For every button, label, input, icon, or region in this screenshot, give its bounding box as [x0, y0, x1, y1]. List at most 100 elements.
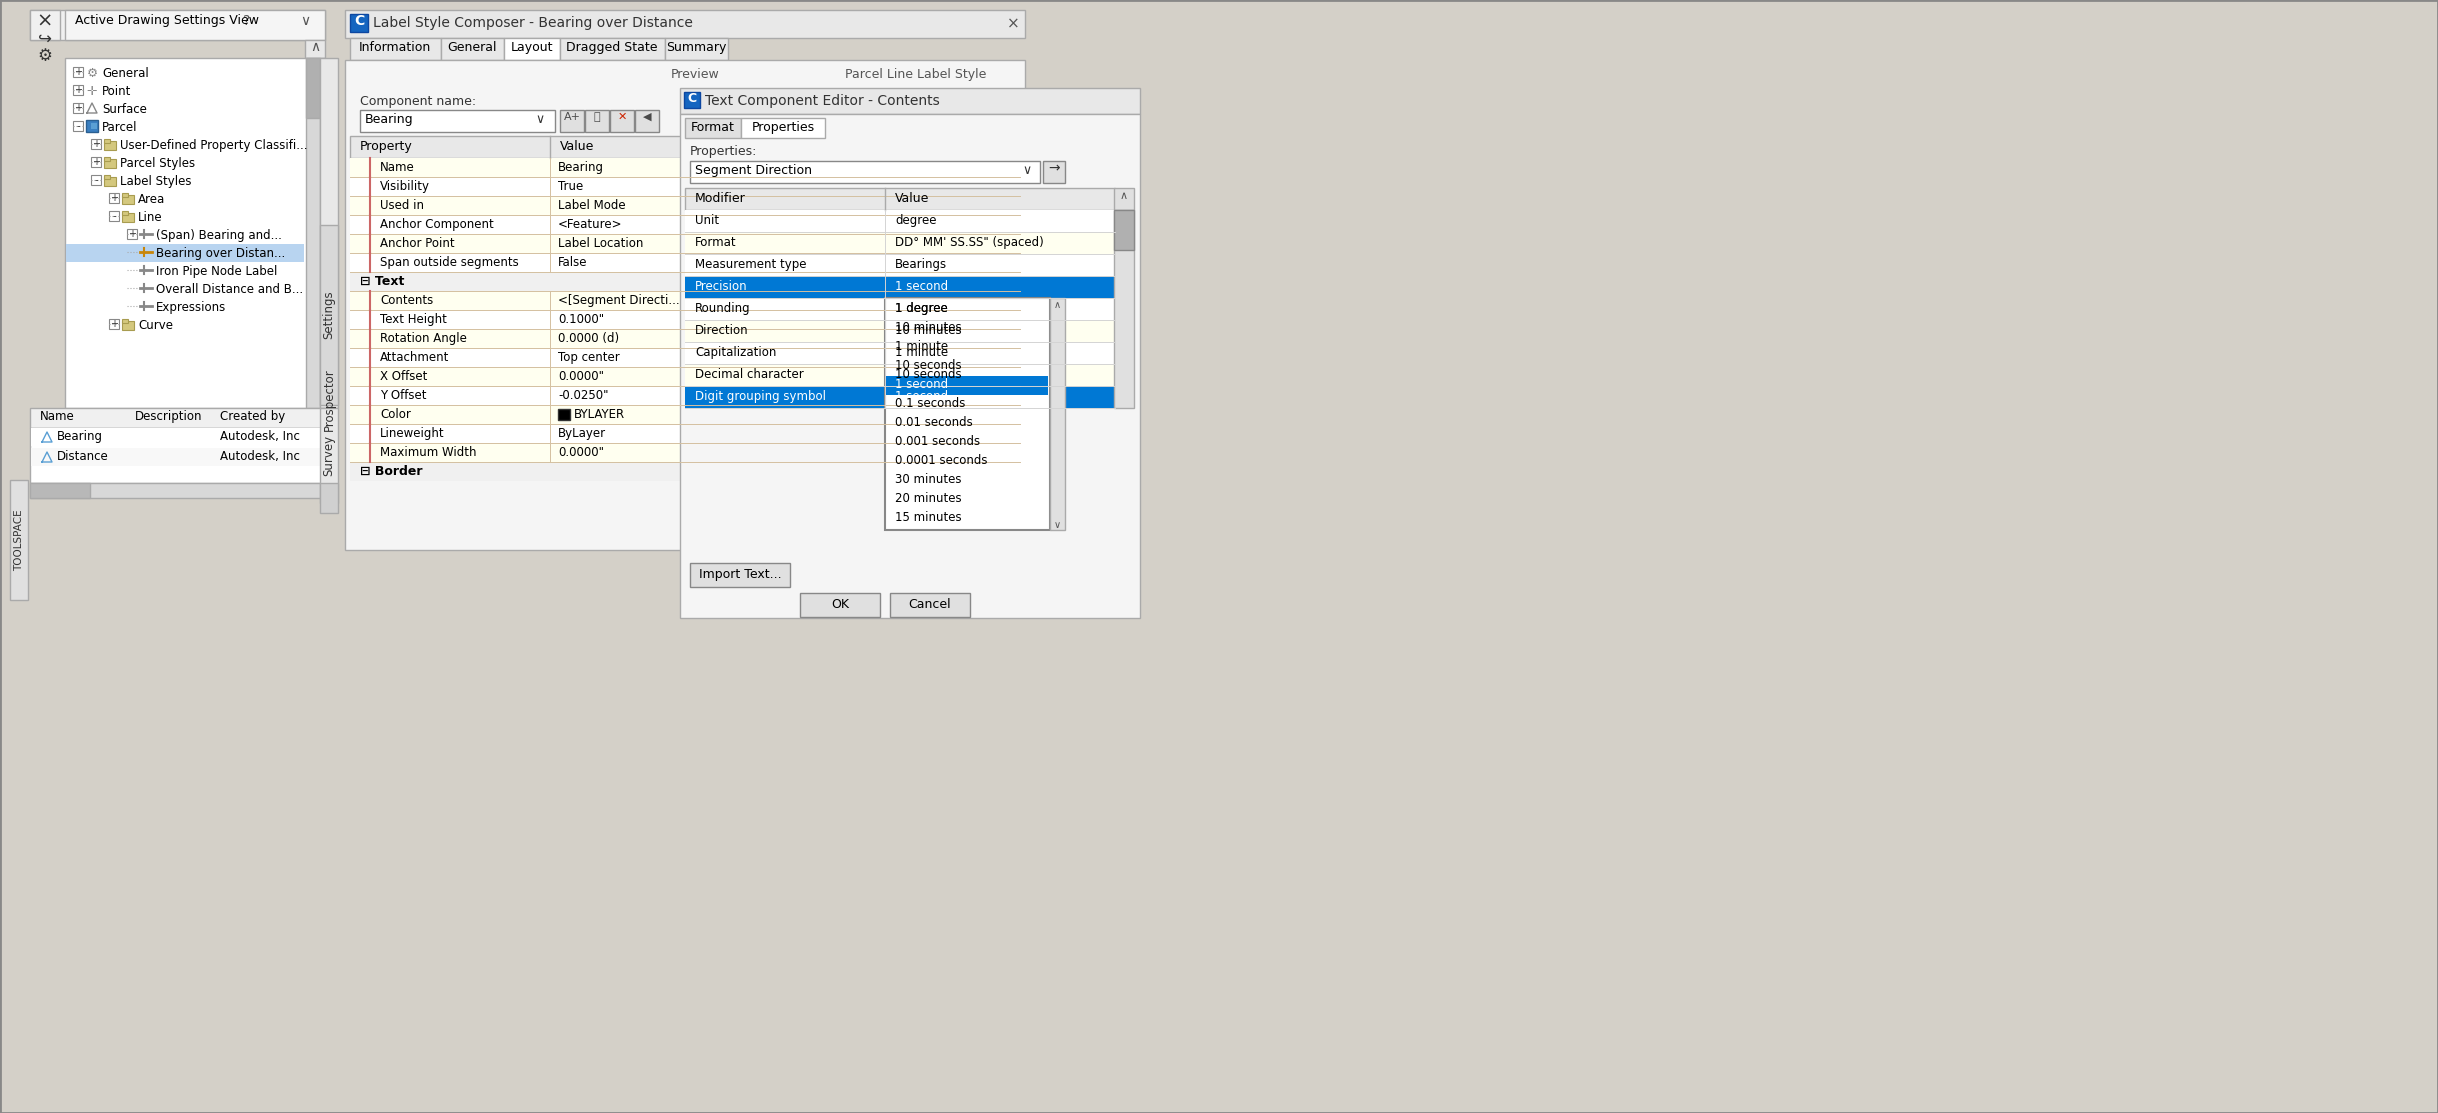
Bar	[634, 110, 658, 132]
Bar	[307, 58, 319, 118]
Text: 10 seconds: 10 seconds	[895, 359, 961, 372]
Text: Color: Color	[380, 408, 412, 421]
Bar	[105, 177, 117, 186]
Text: -: -	[95, 175, 98, 185]
Bar	[195, 14, 212, 33]
Bar	[85, 120, 98, 132]
Bar	[122, 211, 129, 215]
Text: +: +	[93, 157, 100, 167]
Bar	[561, 110, 585, 132]
Text: Bearing: Bearing	[366, 114, 414, 126]
Bar	[122, 213, 134, 221]
Bar	[105, 139, 110, 142]
Text: Format: Format	[695, 236, 736, 249]
Text: ✕: ✕	[617, 112, 627, 122]
Text: Y Offset: Y Offset	[380, 390, 427, 402]
Text: Expressions: Expressions	[156, 301, 227, 314]
Text: Component name:: Component name:	[361, 95, 475, 108]
Bar	[73, 67, 83, 77]
Bar	[346, 60, 1024, 550]
Text: Label Styles: Label Styles	[119, 175, 193, 188]
Bar	[217, 14, 234, 33]
Bar	[105, 157, 110, 161]
Bar	[685, 188, 1114, 210]
Text: Overall Distance and B...: Overall Distance and B...	[156, 283, 302, 296]
Bar	[680, 114, 1141, 618]
Text: Direction: Direction	[695, 324, 748, 337]
Bar	[73, 121, 83, 131]
Bar	[110, 211, 119, 221]
Bar	[885, 298, 1051, 530]
Bar	[351, 253, 1019, 272]
Bar	[307, 58, 319, 408]
Bar	[73, 85, 83, 95]
Bar	[685, 254, 1114, 276]
Text: ×: ×	[37, 12, 54, 31]
Text: -: -	[76, 121, 80, 131]
Text: OK: OK	[831, 598, 848, 611]
Bar	[10, 480, 27, 600]
Text: User-Defined Property Classifi...: User-Defined Property Classifi...	[119, 139, 307, 152]
Text: Top center: Top center	[558, 351, 619, 364]
Text: 0.1000": 0.1000"	[558, 313, 605, 326]
Bar	[666, 38, 729, 60]
Text: DD° MM' SS.SS" (spaced): DD° MM' SS.SS" (spaced)	[895, 236, 1043, 249]
Bar	[1051, 298, 1065, 530]
Text: 1 second: 1 second	[895, 378, 948, 391]
Bar	[1043, 161, 1065, 183]
Text: Name: Name	[380, 161, 414, 174]
Bar	[890, 593, 970, 617]
Text: Surface: Surface	[102, 104, 146, 116]
Text: Active Drawing Settings View: Active Drawing Settings View	[76, 14, 258, 27]
Bar	[685, 232, 1114, 254]
Bar	[441, 38, 505, 60]
Text: Import Text...: Import Text...	[700, 568, 780, 581]
Text: ⚙: ⚙	[85, 67, 98, 80]
Text: ∨: ∨	[300, 14, 310, 28]
Text: +: +	[93, 139, 100, 149]
Text: 0.0000": 0.0000"	[558, 446, 605, 459]
Text: Attachment: Attachment	[380, 351, 449, 364]
Text: Autodesk, Inc: Autodesk, Inc	[219, 430, 300, 443]
Text: Parcel: Parcel	[102, 121, 137, 134]
Text: Created by: Created by	[219, 410, 285, 423]
Bar	[351, 329, 1019, 348]
Text: Iron Pipe Node Label: Iron Pipe Node Label	[156, 265, 278, 278]
Bar	[351, 215, 1019, 234]
Text: General: General	[446, 41, 497, 55]
Bar	[319, 483, 339, 513]
Text: 10 minutes: 10 minutes	[895, 321, 961, 334]
Text: Contents: Contents	[380, 294, 434, 307]
Text: +: +	[129, 229, 137, 239]
Text: ∧: ∧	[1119, 191, 1129, 201]
Text: 10 minutes: 10 minutes	[895, 324, 961, 337]
Bar	[361, 110, 556, 132]
Text: Point: Point	[102, 85, 132, 98]
Bar	[351, 158, 1019, 177]
Text: ⚙: ⚙	[37, 47, 54, 65]
Text: Autodesk, Inc: Autodesk, Inc	[219, 450, 300, 463]
Text: Layout: Layout	[510, 41, 553, 55]
Bar	[351, 14, 368, 32]
Bar	[29, 483, 90, 498]
Text: Bearing over Distan...: Bearing over Distan...	[156, 247, 285, 260]
Text: 0.0001 seconds: 0.0001 seconds	[895, 454, 987, 467]
Text: <[Segment Directi...: <[Segment Directi...	[558, 294, 680, 307]
Text: Rotation Angle: Rotation Angle	[380, 332, 466, 345]
Text: 🏷: 🏷	[595, 112, 600, 122]
Text: 0.001 seconds: 0.001 seconds	[895, 435, 980, 449]
Bar	[685, 276, 1114, 298]
Text: +: +	[110, 193, 117, 203]
Bar	[90, 157, 100, 167]
Text: Anchor Point: Anchor Point	[380, 237, 453, 250]
Text: ByLayer: ByLayer	[558, 427, 607, 440]
Text: Settings: Settings	[322, 290, 336, 339]
Bar	[346, 10, 1024, 38]
Text: Maximum Width: Maximum Width	[380, 446, 475, 459]
Bar	[351, 348, 1019, 367]
Bar	[1114, 210, 1134, 250]
Bar	[110, 193, 119, 203]
Bar	[29, 10, 324, 40]
Text: Lineweight: Lineweight	[380, 427, 444, 440]
Text: Segment Direction: Segment Direction	[695, 164, 812, 177]
